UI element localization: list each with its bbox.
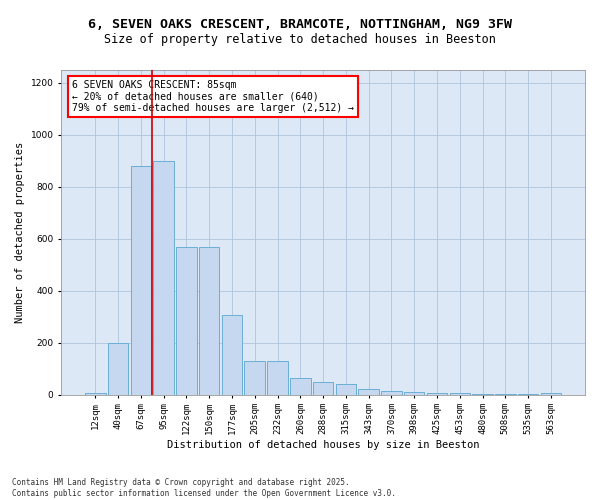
Bar	[267, 361, 288, 394]
Bar	[335, 384, 356, 394]
Text: 6, SEVEN OAKS CRESCENT, BRAMCOTE, NOTTINGHAM, NG9 3FW: 6, SEVEN OAKS CRESCENT, BRAMCOTE, NOTTIN…	[88, 18, 512, 30]
Bar	[176, 246, 197, 394]
Text: Size of property relative to detached houses in Beeston: Size of property relative to detached ho…	[104, 32, 496, 46]
Bar	[108, 342, 128, 394]
Y-axis label: Number of detached properties: Number of detached properties	[15, 142, 25, 323]
Text: 6 SEVEN OAKS CRESCENT: 85sqm
← 20% of detached houses are smaller (640)
79% of s: 6 SEVEN OAKS CRESCENT: 85sqm ← 20% of de…	[71, 80, 353, 113]
Bar	[381, 390, 402, 394]
Bar	[222, 316, 242, 394]
Bar	[404, 392, 424, 394]
Bar	[358, 390, 379, 394]
Bar	[313, 382, 334, 394]
Text: Contains HM Land Registry data © Crown copyright and database right 2025.
Contai: Contains HM Land Registry data © Crown c…	[12, 478, 396, 498]
Bar	[131, 166, 151, 394]
X-axis label: Distribution of detached houses by size in Beeston: Distribution of detached houses by size …	[167, 440, 479, 450]
Bar	[244, 361, 265, 394]
Bar	[199, 246, 220, 394]
Bar	[290, 378, 311, 394]
Bar	[154, 161, 174, 394]
